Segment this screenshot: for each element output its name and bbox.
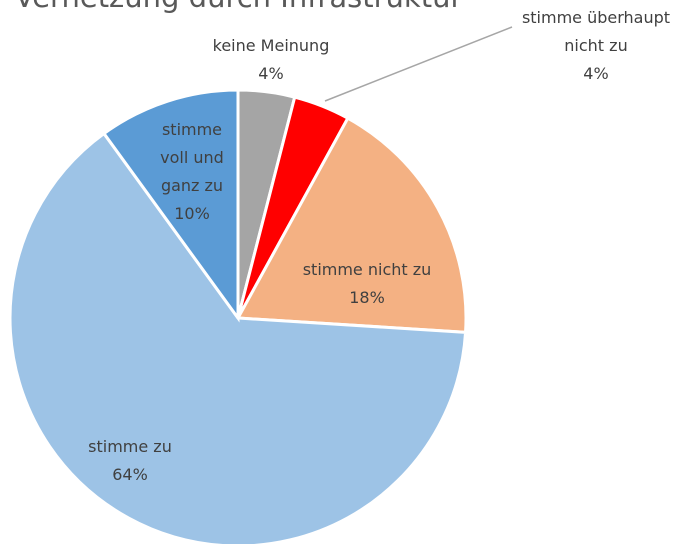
slice-label: stimme zu bbox=[88, 437, 172, 456]
slice-label: stimme nicht zu bbox=[302, 260, 432, 279]
pie-slice bbox=[235, 116, 468, 334]
pie-slice bbox=[101, 88, 240, 323]
slice-value-label: 4% bbox=[583, 64, 609, 83]
slice-value-label: 18% bbox=[349, 288, 385, 307]
slice-label: keine Meinung bbox=[212, 36, 330, 55]
slice-value-label: 64% bbox=[112, 465, 148, 484]
slice-label: stimme voll und ganz zu bbox=[160, 120, 224, 195]
leader-line bbox=[324, 26, 513, 102]
pie-slice bbox=[8, 131, 468, 544]
chart-title: Vernetzung durch Infrastruktur bbox=[0, 0, 477, 14]
slice-value-label: 10% bbox=[174, 204, 210, 223]
slice-label: stimme überhaupt nicht zu bbox=[521, 8, 671, 55]
slice-value-label: 4% bbox=[258, 64, 284, 83]
